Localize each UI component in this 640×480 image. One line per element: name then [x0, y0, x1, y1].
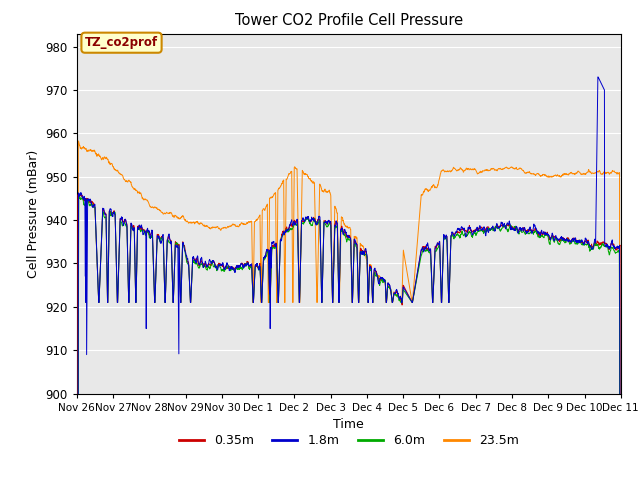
Text: TZ_co2prof: TZ_co2prof — [85, 36, 158, 49]
Title: Tower CO2 Profile Cell Pressure: Tower CO2 Profile Cell Pressure — [235, 13, 463, 28]
Legend: 0.35m, 1.8m, 6.0m, 23.5m: 0.35m, 1.8m, 6.0m, 23.5m — [173, 429, 524, 452]
Y-axis label: Cell Pressure (mBar): Cell Pressure (mBar) — [27, 149, 40, 278]
X-axis label: Time: Time — [333, 418, 364, 431]
